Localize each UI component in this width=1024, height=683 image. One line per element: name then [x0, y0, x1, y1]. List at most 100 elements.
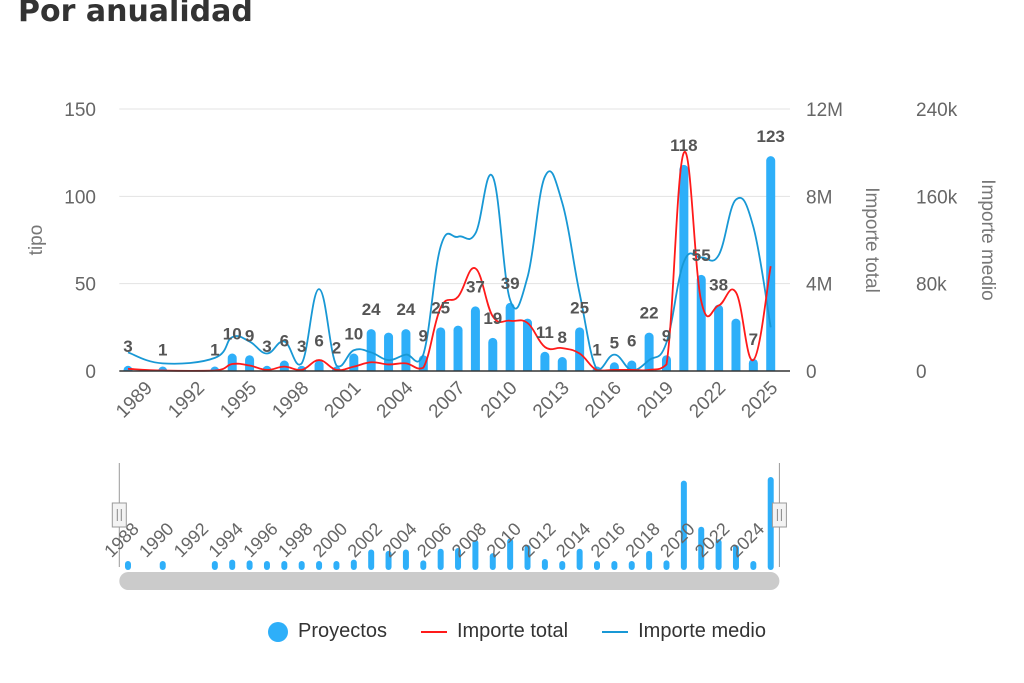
- slider-preview-bar: [489, 553, 496, 570]
- bar-data-label: 25: [431, 298, 450, 317]
- bar: [453, 325, 463, 371]
- slider-tick-label: 1992: [170, 519, 212, 561]
- bar-data-label: 7: [749, 330, 758, 349]
- x-tick-label: 1992: [164, 378, 209, 423]
- slider-preview-bar: [559, 561, 566, 570]
- slider-preview-bar: [611, 561, 618, 570]
- slider-preview-bar: [576, 548, 583, 570]
- slider-handle-right[interactable]: [771, 502, 787, 528]
- bar: [766, 156, 776, 371]
- drag-handle-icon: [771, 502, 787, 528]
- slider-preview-bar: [159, 561, 166, 570]
- bar: [696, 274, 706, 371]
- y-tick-label-tipo: 150: [64, 100, 96, 121]
- slider-scrollbar[interactable]: [119, 572, 780, 590]
- slider-preview-bar: [402, 549, 409, 570]
- slider-preview-bar: [663, 560, 670, 570]
- slider-tick-label: 2018: [621, 519, 663, 561]
- y-tick-label-importe-medio: 80k: [916, 275, 947, 296]
- y-tick-label-importe-medio: 240k: [916, 100, 958, 121]
- slider-tick-label: 2014: [552, 519, 594, 561]
- y-tick-label-tipo: 50: [75, 275, 96, 296]
- bar: [366, 329, 376, 371]
- slider-tick-label: 2016: [587, 519, 629, 561]
- line-importe-total: [127, 151, 772, 372]
- line-series: [127, 151, 772, 372]
- bar: [314, 360, 324, 371]
- bar-data-label: 6: [314, 332, 323, 351]
- slider-preview-bar: [420, 560, 427, 570]
- slider-tick-label: 2020: [656, 519, 698, 561]
- bar-data-label: 1: [592, 340, 601, 359]
- slider-preview-bar: [263, 561, 270, 570]
- slider-tick-label: 2004: [378, 519, 420, 561]
- y-tick-label-tipo: 0: [85, 362, 96, 383]
- x-tick-label: 2022: [685, 378, 730, 423]
- bar-data-label: 19: [483, 309, 502, 328]
- y-tick-label-importe-total: 8M: [806, 187, 832, 208]
- bar: [557, 357, 567, 371]
- slider-preview-bar: [524, 545, 531, 570]
- slider-preview-bar: [472, 539, 479, 570]
- slider-tick-label: 2022: [691, 519, 733, 561]
- legend-label: Importe total: [456, 620, 569, 642]
- bar: [401, 329, 411, 371]
- x-tick-label: 2001: [321, 378, 366, 423]
- bar: [227, 353, 237, 371]
- bar-data-label: 123: [757, 127, 785, 146]
- x-tick-label: 2013: [529, 378, 574, 423]
- slider-preview-bar: [455, 547, 462, 570]
- slider-preview-bar: [715, 539, 722, 570]
- y-tick-label-importe-total: 4M: [806, 275, 832, 296]
- bar-data-label: 38: [709, 276, 728, 295]
- x-tick-label: 1998: [268, 378, 313, 423]
- x-tick-label: 2025: [738, 378, 783, 423]
- y-tick-label-importe-medio: 0: [916, 362, 927, 383]
- slider-handle-left[interactable]: [111, 502, 127, 528]
- bar-data-label: 9: [419, 326, 428, 345]
- slider-preview-bar: [385, 550, 392, 570]
- y-tick-label-importe-medio: 160k: [916, 187, 958, 208]
- slider-preview-bar: [507, 538, 514, 570]
- slider-tick-label: 2008: [448, 519, 490, 561]
- bar-data-label: 55: [692, 246, 711, 265]
- slider-preview-bar: [732, 545, 739, 570]
- line-importe-medio: [127, 170, 772, 371]
- slider-tick-label: 2006: [413, 519, 455, 561]
- bar: [505, 302, 515, 371]
- bar-series-proyectos: [123, 156, 776, 371]
- y-axis-name-tipo: tipo: [26, 225, 47, 256]
- chart-title: Por anualidad: [18, 0, 253, 29]
- bar-data-label: 25: [570, 298, 589, 317]
- slider-preview-bar: [211, 561, 218, 570]
- slider-preview-bar: [767, 477, 774, 570]
- slider-tick-label: 2000: [309, 519, 351, 561]
- bar-data-label: 3: [297, 337, 306, 356]
- slider-preview-bar: [368, 549, 375, 570]
- legend-item-importe-total[interactable]: Importe total: [420, 620, 569, 643]
- bar-data-label: 10: [344, 325, 363, 344]
- slider-preview-bar: [350, 559, 357, 570]
- drag-handle-icon: [111, 502, 127, 528]
- x-tick-label: 2016: [581, 378, 626, 423]
- legend: Proyectos Importe total Importe medio: [0, 620, 1024, 643]
- legend-item-proyectos[interactable]: Proyectos: [268, 620, 387, 643]
- slider-tick-label: 2002: [344, 519, 386, 561]
- bar-data-label: 2: [332, 339, 341, 358]
- line-icon: [420, 630, 447, 633]
- slider-tick-label: 2010: [483, 519, 525, 561]
- legend-label: Proyectos: [298, 620, 387, 642]
- bar: [523, 318, 533, 371]
- slider-preview-bar: [698, 526, 705, 570]
- bar-data-label: 3: [123, 337, 132, 356]
- bar: [575, 327, 585, 371]
- circle-icon: [268, 621, 289, 642]
- x-tick-label: 2019: [633, 378, 678, 423]
- slider-tick-label: 2012: [517, 519, 559, 561]
- bar: [245, 355, 255, 371]
- x-tick-label: 2010: [477, 378, 522, 423]
- y-axis-name-importe-medio: Importe medio: [977, 179, 998, 300]
- legend-item-importe-medio[interactable]: Importe medio: [602, 620, 766, 643]
